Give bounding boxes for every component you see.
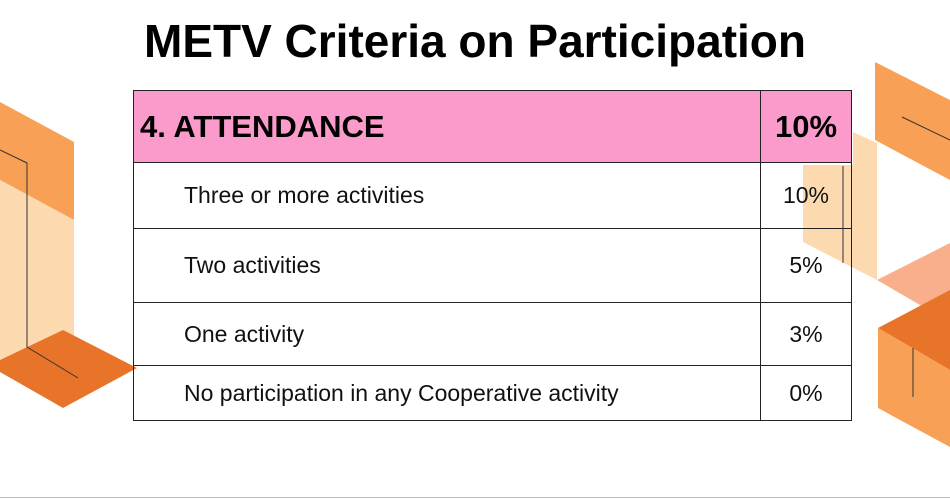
table-row: One activity 3% bbox=[133, 302, 852, 366]
row-label: One activity bbox=[133, 302, 761, 366]
row-label: Three or more activities bbox=[133, 162, 761, 229]
slide-title: METV Criteria on Participation bbox=[144, 15, 806, 67]
divider bbox=[0, 497, 950, 498]
table-row: Two activities 5% bbox=[133, 228, 852, 303]
header-label: 4. ATTENDANCE bbox=[133, 90, 761, 163]
row-label: No participation in any Cooperative acti… bbox=[133, 365, 761, 421]
criteria-table: 4. ATTENDANCE 10% Three or more activiti… bbox=[133, 90, 852, 421]
header-value: 10% bbox=[760, 90, 852, 163]
row-label: Two activities bbox=[133, 228, 761, 303]
row-value: 0% bbox=[760, 365, 852, 421]
row-value: 3% bbox=[760, 302, 852, 366]
table-row: No participation in any Cooperative acti… bbox=[133, 365, 852, 421]
row-value: 10% bbox=[760, 162, 852, 229]
row-value: 5% bbox=[760, 228, 852, 303]
table-row: Three or more activities 10% bbox=[133, 162, 852, 229]
table-header-row: 4. ATTENDANCE 10% bbox=[133, 90, 852, 163]
